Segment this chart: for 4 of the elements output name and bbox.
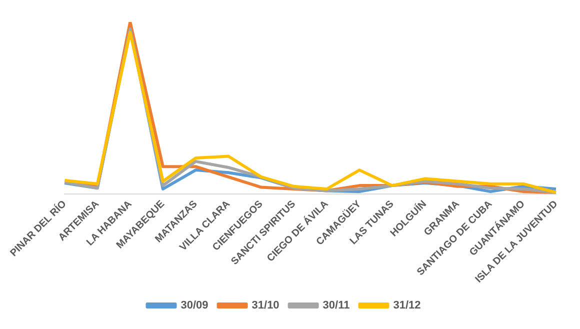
legend-label: 31/12 bbox=[393, 300, 421, 312]
legend-label: 30/09 bbox=[180, 300, 208, 312]
legend-label: 31/10 bbox=[252, 300, 280, 312]
legend-label: 30/11 bbox=[322, 300, 350, 312]
